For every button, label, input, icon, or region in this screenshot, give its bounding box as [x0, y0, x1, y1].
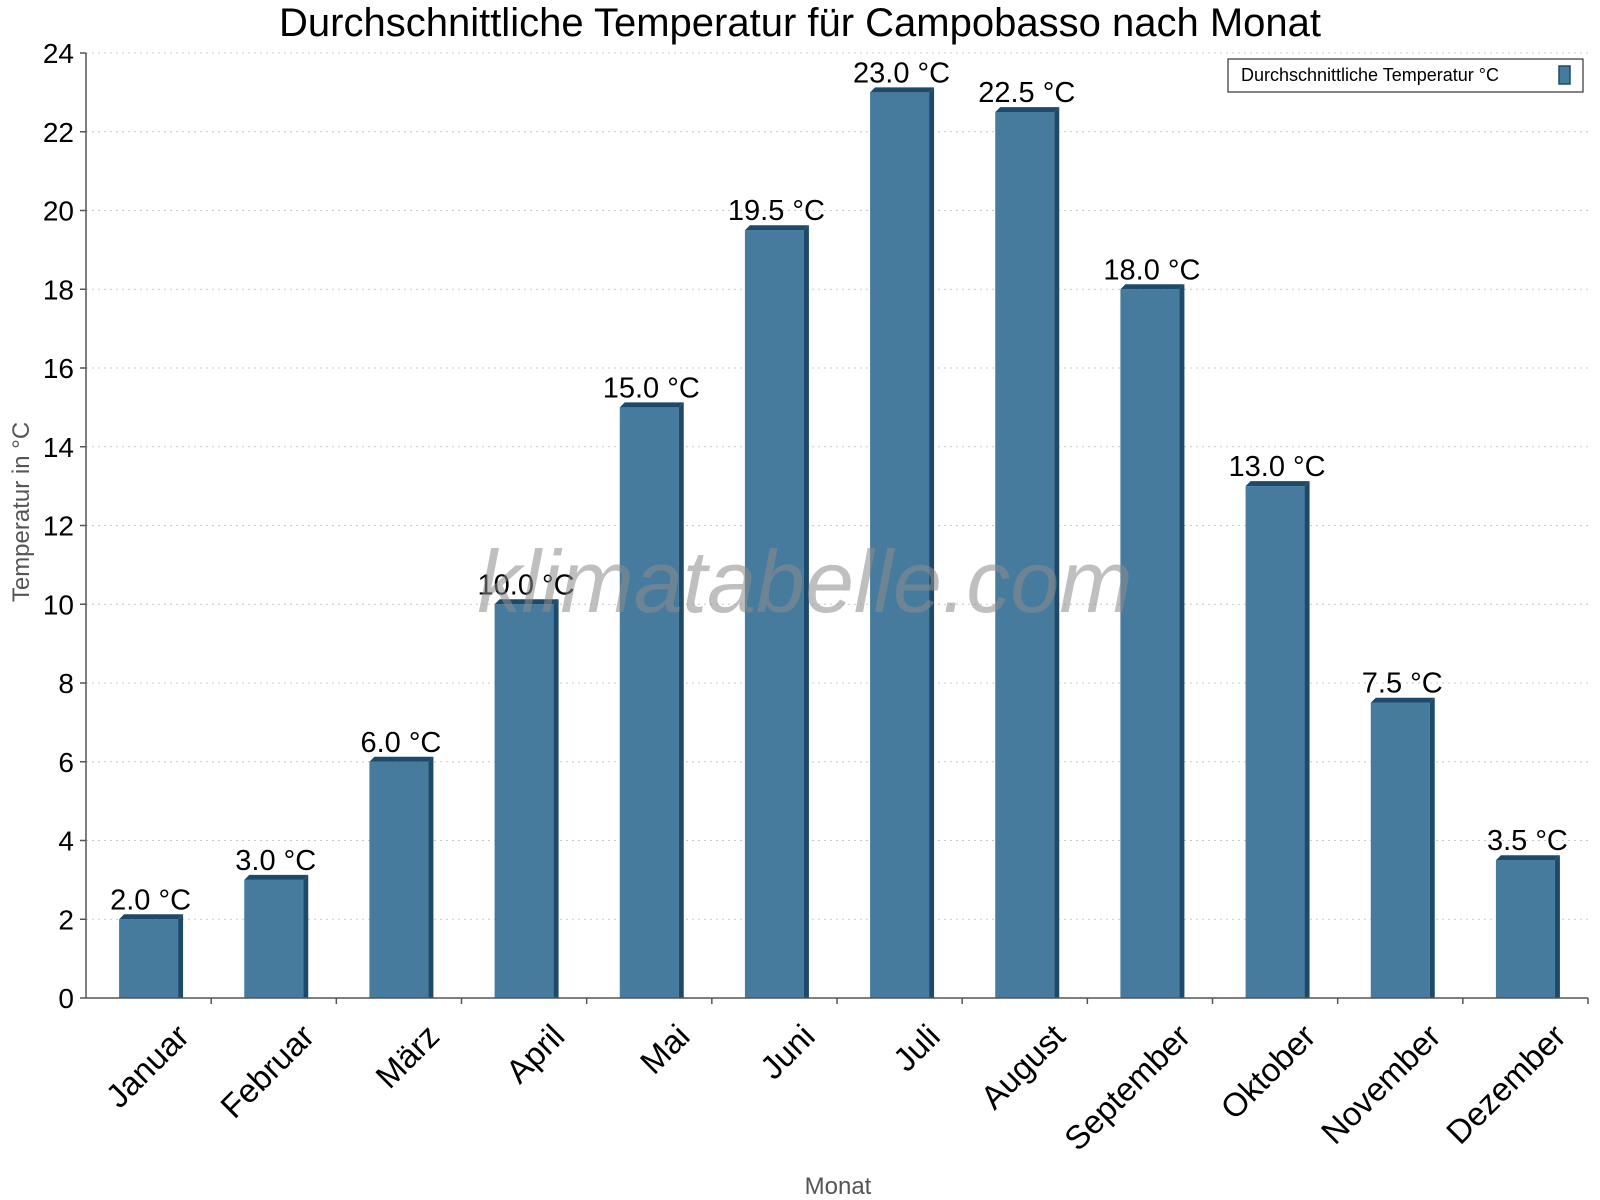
bar-top: [494, 599, 559, 605]
bar-side: [1304, 481, 1310, 998]
bar-top: [369, 756, 434, 762]
chart-title: Durchschnittliche Temperatur für Campoba…: [279, 1, 1321, 45]
legend: Durchschnittliche Temperatur °C: [1227, 58, 1584, 93]
bar: [744, 230, 804, 998]
x-tick-label: Oktober: [1213, 1017, 1322, 1126]
data-label: 23.0 °C: [853, 57, 950, 89]
y-tick-label: 18: [43, 274, 74, 305]
data-label: 22.5 °C: [978, 77, 1075, 109]
x-tick-label: November: [1314, 1017, 1448, 1151]
bar-side: [803, 225, 809, 998]
bar-top: [995, 107, 1060, 113]
x-tick-label: Februar: [213, 1017, 321, 1125]
data-label: 13.0 °C: [1229, 451, 1326, 483]
x-tick-label: April: [499, 1017, 572, 1090]
bar-side: [553, 599, 559, 998]
bars: [119, 87, 1560, 998]
bar-side: [678, 402, 684, 998]
y-tick-label: 10: [43, 589, 74, 620]
y-tick-label: 12: [43, 511, 74, 542]
bar-top: [619, 402, 684, 408]
x-tick-label: Mai: [633, 1017, 697, 1081]
legend-label: Durchschnittliche Temperatur °C: [1241, 65, 1499, 85]
y-tick-label: 8: [58, 668, 74, 699]
bar-side: [1429, 697, 1435, 998]
gridlines: [86, 52, 1588, 920]
x-tick-label: Juli: [886, 1017, 947, 1078]
watermark: klimatabelle.com: [477, 532, 1132, 631]
bar-top: [1370, 697, 1435, 703]
x-tick-label: Januar: [98, 1017, 196, 1115]
y-axis-label: Temperatur in °C: [8, 422, 35, 602]
bar: [1495, 860, 1555, 998]
bar-top: [1495, 855, 1560, 861]
y-tick-label: 2: [58, 904, 74, 935]
bar-side: [428, 756, 434, 998]
y-tick-label: 20: [43, 196, 74, 227]
x-tick-label: Juni: [753, 1017, 822, 1086]
x-ticks: Januar Februar März April Mai Juni Juli AugustS…: [98, 998, 1589, 1157]
legend-box: [1227, 58, 1584, 93]
bar-top: [1245, 481, 1310, 487]
bar-side: [1054, 107, 1060, 998]
x-axis-label: Monat: [805, 1173, 872, 1200]
x-tick-label: Dezember: [1439, 1017, 1573, 1151]
bar-top: [244, 874, 309, 880]
bar: [119, 919, 179, 998]
bar-side: [178, 914, 184, 998]
bar-top: [119, 914, 184, 920]
bar: [1120, 289, 1180, 998]
y-tick-label: 0: [58, 983, 74, 1014]
data-label: 15.0 °C: [603, 372, 700, 404]
bar: [995, 112, 1055, 998]
data-label: 10.0 °C: [478, 569, 575, 601]
legend-swatch: [1558, 65, 1571, 85]
bar: [870, 92, 930, 998]
data-label: 3.5 °C: [1487, 825, 1568, 857]
y-tick-label: 16: [43, 353, 74, 384]
y-tick-label: 14: [43, 432, 74, 463]
bar: [494, 604, 554, 998]
bar-top: [1120, 284, 1185, 290]
bar: [619, 407, 679, 998]
y-tick-label: 24: [43, 38, 74, 69]
bar: [1370, 702, 1430, 998]
bar-top: [744, 225, 809, 231]
data-labels: 2.0 °C 3.0 °C 6.0 °C 10.0 °C 15.0 °C 19.5 °C 2…: [110, 57, 1568, 916]
data-label: 2.0 °C: [110, 884, 191, 916]
bar: [369, 761, 429, 998]
data-label: 6.0 °C: [360, 727, 441, 759]
x-tick-label: September: [1057, 1017, 1197, 1157]
y-tick-label: 6: [58, 747, 74, 778]
data-label: 3.0 °C: [235, 845, 316, 877]
data-label: 19.5 °C: [728, 195, 825, 227]
y-tick-label: 4: [58, 826, 74, 857]
data-label: 7.5 °C: [1362, 668, 1443, 700]
bar-side: [1554, 855, 1560, 998]
bar-side: [1179, 284, 1185, 998]
x-tick-label: August: [973, 1017, 1072, 1116]
bar-top: [870, 87, 935, 93]
bar: [1245, 486, 1305, 998]
x-tick-label: März: [368, 1017, 446, 1095]
bar-side: [303, 874, 309, 998]
bar: [244, 879, 304, 998]
data-label: 18.0 °C: [1103, 254, 1200, 286]
bar-side: [929, 87, 935, 998]
y-tick-label: 22: [43, 117, 74, 148]
